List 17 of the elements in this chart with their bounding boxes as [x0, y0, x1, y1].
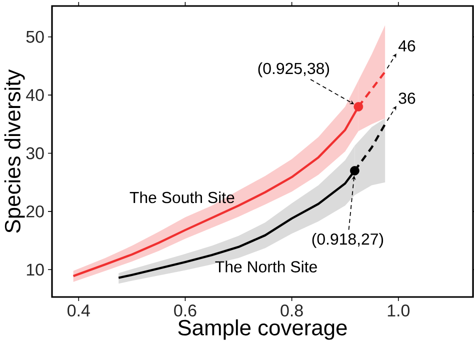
- y-axis-title: Species diversity: [4, 69, 25, 233]
- x-tick-label: 0.4: [68, 304, 90, 317]
- y-tick-label: 10: [26, 264, 44, 276]
- annotation: (0.925,38): [258, 62, 329, 78]
- x-tick-label: 0.8: [280, 304, 303, 317]
- x-axis-title: Sample coverage: [178, 319, 347, 340]
- y-tick-label: 40: [26, 89, 44, 102]
- x-tick-label: 1.0: [388, 304, 410, 317]
- series-label: The South Site: [130, 191, 234, 204]
- x-tick-label: 0.6: [174, 304, 196, 317]
- y-tick-label: 50: [26, 30, 44, 43]
- series-label: The North Site: [215, 260, 317, 272]
- y-tick-label: 20: [26, 205, 44, 218]
- annotation: (0.918,27): [312, 233, 384, 248]
- y-tick-label: 30: [26, 147, 44, 160]
- annotation: 36: [398, 92, 416, 104]
- annotation: 46: [398, 40, 416, 52]
